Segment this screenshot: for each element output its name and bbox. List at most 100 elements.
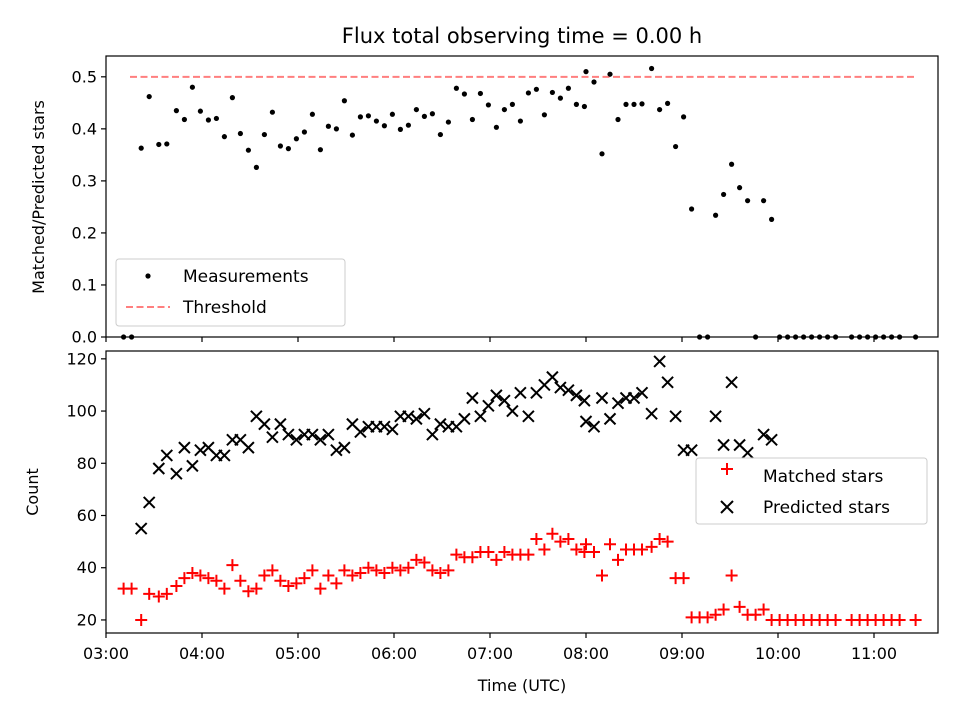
measurement-point	[197, 108, 203, 114]
matched-star-point	[757, 603, 770, 616]
counts-x-tick-label: 11:00	[851, 644, 897, 663]
measurement-point	[525, 90, 532, 96]
counts-x-tick-label: 04:00	[179, 644, 225, 663]
predicted-star-point	[458, 412, 471, 426]
counts-y-ticks: 20 40 60 80 100 120	[66, 349, 106, 629]
matched-star-point	[370, 564, 383, 577]
measurement-point	[277, 143, 283, 149]
measurement-point	[583, 69, 589, 75]
matched-star-point	[733, 600, 746, 613]
measurement-point	[591, 79, 597, 85]
matched-star-point	[749, 608, 762, 621]
legend-matched-label: Matched stars	[763, 467, 883, 487]
matched-star-point	[677, 572, 690, 585]
matched-star-point	[829, 613, 842, 626]
predicted-star-point	[635, 386, 649, 399]
ratio-y-axis-label: Matched/Predicted stars	[29, 100, 48, 294]
matched-star-point	[194, 569, 207, 582]
legend-measurements-marker	[145, 273, 151, 279]
predicted-star-point	[611, 397, 625, 410]
matched-star-point	[125, 582, 138, 595]
ratio-panel: 0.0 0.1 0.2 0.3 0.4 0.5 Matched/Predicted sta…	[29, 55, 939, 347]
counts-y-tick-label: 120	[66, 349, 97, 368]
counts-y-tick-label: 60	[77, 506, 97, 525]
predicted-star-point	[627, 391, 641, 405]
ratio-y-tick-label: 0.3	[72, 171, 97, 190]
matched-star-point	[645, 540, 658, 553]
ratio-axes-frame	[105, 55, 939, 338]
predicted-star-point	[322, 428, 335, 441]
matched-star-point	[242, 585, 255, 598]
matched-star-point	[258, 569, 271, 582]
predicted-star-point	[194, 444, 207, 457]
predicted-star-point	[418, 407, 431, 420]
matched-star-point	[546, 527, 559, 540]
matched-star-point	[410, 553, 423, 566]
predicted-star-point	[669, 410, 682, 423]
measurement-point	[657, 106, 663, 113]
counts-plot-area	[117, 355, 922, 626]
matched-star-point	[274, 574, 287, 587]
predicted-star-point	[142, 496, 156, 509]
predicted-star-point	[546, 370, 559, 384]
legend-predicted-label: Predicted stars	[763, 498, 890, 518]
matched-star-point	[418, 556, 431, 569]
predicted-star-point	[490, 389, 503, 402]
counts-legend-box	[695, 457, 928, 525]
measurement-point	[737, 185, 743, 191]
predicted-star-point	[160, 449, 174, 462]
predicted-star-point	[757, 428, 770, 441]
measurement-point	[445, 119, 451, 125]
measurement-point	[689, 206, 695, 212]
counts-x-tick-label: 08:00	[563, 644, 609, 663]
matched-star-point	[314, 582, 327, 595]
measurement-point	[189, 84, 195, 90]
chart-title: Flux total observing time = 0.00 h	[342, 24, 702, 48]
measurement-point	[381, 123, 387, 129]
predicted-star-point	[717, 438, 730, 452]
matched-star-point	[442, 564, 455, 577]
predicted-star-point	[498, 394, 511, 407]
measurement-point	[221, 134, 227, 140]
measurement-point	[461, 91, 467, 97]
matched-star-point	[570, 543, 583, 556]
measurement-point	[501, 106, 507, 113]
counts-panel: 20 40 60 80 100 120 03:00 04:00 05:00 06:00 07:00…	[23, 349, 939, 695]
measurement-point	[681, 114, 687, 120]
matched-star-point	[386, 561, 399, 574]
measurement-point	[533, 86, 540, 92]
measurement-point	[509, 101, 515, 107]
predicted-star-point	[290, 433, 303, 446]
predicted-star-point	[170, 467, 183, 480]
predicted-star-point	[645, 407, 658, 420]
counts-y-tick-label: 40	[77, 558, 97, 577]
matched-star-point	[717, 603, 730, 616]
predicted-star-point	[426, 428, 439, 441]
predicted-star-point	[514, 386, 527, 399]
predicted-star-point	[570, 389, 583, 402]
matched-star-point	[202, 572, 215, 585]
matched-star-point	[701, 611, 714, 624]
measurement-point	[557, 95, 564, 101]
predicted-star-point	[741, 446, 754, 460]
legend-threshold-label: Threshold	[182, 298, 267, 318]
matched-star-point	[498, 546, 511, 559]
counts-x-axis-label: Time (UTC)	[477, 676, 566, 695]
ratio-y-tick-label: 0.4	[72, 119, 97, 138]
measurement-point	[437, 131, 443, 138]
measurement-point	[623, 101, 629, 107]
matched-star-point	[362, 561, 375, 574]
measurement-point	[164, 141, 170, 147]
measurement-point	[485, 102, 491, 108]
predicted-star-point	[152, 462, 166, 475]
measurement-point	[365, 113, 371, 119]
matched-star-point	[143, 587, 156, 600]
matched-star-point	[210, 574, 223, 587]
measurement-point	[469, 116, 475, 123]
matched-star-point	[661, 535, 674, 548]
matched-star-point	[160, 587, 173, 600]
matched-star-point	[322, 569, 335, 582]
matched-star-point	[466, 551, 479, 564]
measurement-point	[285, 146, 291, 152]
predicted-star-point	[378, 420, 391, 433]
